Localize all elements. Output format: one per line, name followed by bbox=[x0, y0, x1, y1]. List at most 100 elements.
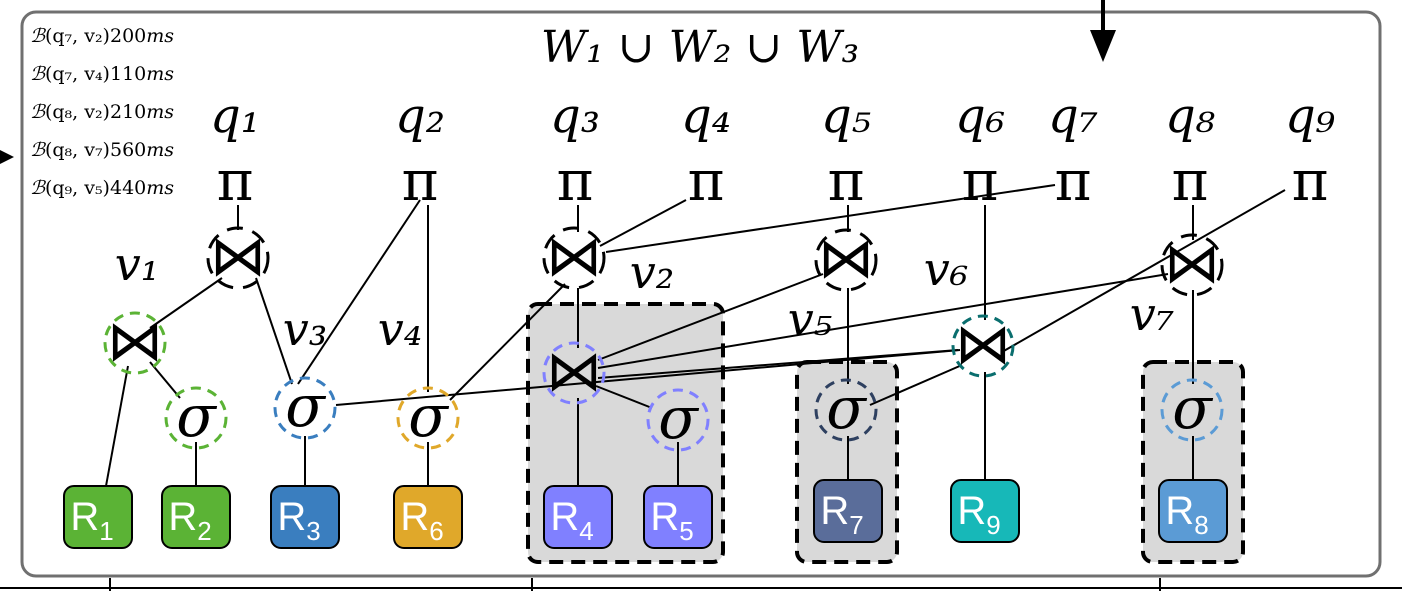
relation-box: R1 bbox=[63, 485, 133, 549]
projection-pi: π bbox=[828, 149, 865, 214]
selection-sigma: σ bbox=[826, 374, 867, 442]
incoming-arrow-left-head bbox=[0, 150, 14, 164]
benefit-args: (q₈, v₇) bbox=[45, 139, 110, 161]
benefit-fn: ℬ bbox=[30, 25, 47, 47]
base-relations: R1 R2 R3 R6 R4 R5 R7 R9 R8 bbox=[63, 479, 1228, 549]
relation-subscript: 7 bbox=[849, 510, 863, 540]
relation-subscript: 3 bbox=[306, 516, 320, 546]
query-label: q₂ bbox=[395, 88, 445, 144]
incoming-arrow-top-head bbox=[1090, 30, 1116, 62]
selection-sigma: σ bbox=[658, 384, 699, 452]
benefit-entry: ℬ(q₉, v₅)440ms bbox=[30, 177, 174, 199]
join-operators: ⋈ ⋈ ⋈ ⋈ ⋈ ⋈ ⋈ bbox=[107, 224, 1220, 404]
view-marker-circle bbox=[814, 228, 878, 292]
view-labels: v₁ v₂ v₃ v₄ v₅ v₆ v₇ bbox=[115, 237, 1174, 356]
benefit-unit: ms bbox=[146, 25, 174, 47]
view-label: v₇ bbox=[1130, 287, 1174, 341]
view-marker-circle bbox=[1160, 233, 1224, 297]
projection-pi: π bbox=[217, 149, 254, 214]
selection-sigma: σ bbox=[1172, 374, 1213, 442]
query-label: q₆ bbox=[955, 88, 1005, 144]
projection-pi: π bbox=[402, 149, 439, 214]
relation-letter: R bbox=[400, 495, 429, 539]
relation-label: R8 bbox=[1165, 489, 1208, 540]
relation-letter: R bbox=[70, 495, 99, 539]
relation-letter: R bbox=[820, 489, 849, 533]
benefit-unit: ms bbox=[146, 139, 174, 161]
join-operator: ⋈ bbox=[955, 312, 1011, 377]
projection-pi: π bbox=[1055, 149, 1092, 214]
benefit-value: 210 bbox=[110, 101, 146, 123]
join-operator: ⋈ bbox=[546, 224, 602, 289]
relation-box: R6 bbox=[393, 485, 463, 549]
benefit-entry: ℬ(q₈, v₇)560ms bbox=[30, 139, 174, 161]
relation-label: R6 bbox=[400, 495, 443, 546]
projection-pi: π bbox=[962, 149, 999, 214]
view-label: v₁ bbox=[115, 237, 159, 291]
view-marker-circle bbox=[814, 378, 878, 442]
relation-box: R9 bbox=[950, 479, 1020, 543]
selection-sigma: σ bbox=[285, 372, 326, 440]
relation-box: R7 bbox=[813, 479, 883, 543]
join-operator: ⋈ bbox=[1164, 231, 1220, 296]
benefit-args: (q₉, v₅) bbox=[45, 177, 110, 199]
join-operator: ⋈ bbox=[818, 226, 874, 291]
relation-label: R3 bbox=[277, 495, 320, 546]
query-label: q₁ bbox=[210, 88, 260, 144]
join-operator: ⋈ bbox=[546, 339, 602, 404]
relation-subscript: 2 bbox=[197, 516, 211, 546]
view-label: v₆ bbox=[924, 242, 968, 296]
view-label: v₂ bbox=[630, 245, 674, 299]
benefit-args: (q₇, v₂) bbox=[45, 25, 110, 47]
plan-edges bbox=[105, 184, 1286, 487]
benefit-fn: ℬ bbox=[30, 177, 47, 199]
relation-box: R2 bbox=[161, 485, 231, 549]
relation-letter: R bbox=[277, 495, 306, 539]
relation-label: R2 bbox=[168, 495, 211, 546]
query-label: q₃ bbox=[550, 88, 600, 144]
query-label: q₄ bbox=[681, 88, 731, 144]
relation-subscript: 8 bbox=[1194, 510, 1208, 540]
benefit-args: (q₇, v₄) bbox=[45, 63, 110, 85]
projection-pi: π bbox=[688, 149, 725, 214]
benefit-entry: ℬ(q₇, v₄)110ms bbox=[30, 63, 174, 85]
benefit-unit: ms bbox=[146, 177, 174, 199]
view-marker-circle bbox=[1160, 378, 1224, 442]
join-operator: ⋈ bbox=[107, 309, 163, 374]
projection-pi: π bbox=[557, 149, 594, 214]
benefit-value: 560 bbox=[110, 139, 146, 161]
benefit-fn: ℬ bbox=[30, 63, 47, 85]
view-marker-circle bbox=[273, 376, 337, 440]
relation-subscript: 9 bbox=[986, 510, 1000, 540]
relation-subscript: 5 bbox=[679, 516, 693, 546]
benefit-args: (q₈, v₂) bbox=[45, 101, 110, 123]
relation-letter: R bbox=[957, 489, 986, 533]
view-marker-circle bbox=[396, 386, 460, 450]
workload-frame bbox=[20, 10, 1382, 578]
view-marker-circle bbox=[206, 226, 270, 290]
relation-label: R9 bbox=[957, 489, 1000, 540]
selection-sigma: σ bbox=[176, 382, 217, 450]
selection-sigma: σ bbox=[408, 382, 449, 450]
query-label: q₅ bbox=[821, 88, 871, 144]
query-labels: q₁ q₂ q₃ q₄ q₅ q₆ q₇ q₈ q₉ bbox=[210, 88, 1336, 144]
relation-letter: R bbox=[650, 495, 679, 539]
benefit-value: 110 bbox=[110, 63, 146, 85]
relation-letter: R bbox=[550, 495, 579, 539]
relation-label: R5 bbox=[650, 495, 693, 546]
benefit-unit: ms bbox=[146, 63, 174, 85]
join-operator: ⋈ bbox=[210, 224, 266, 289]
relation-box: R5 bbox=[643, 485, 713, 549]
relation-subscript: 4 bbox=[579, 516, 593, 546]
view-label: v₃ bbox=[283, 302, 327, 356]
relation-box: R4 bbox=[543, 485, 613, 549]
view-marker-circle bbox=[646, 388, 710, 452]
projection-pi: π bbox=[1172, 149, 1209, 214]
diagram-title: W₁ ∪ W₂ ∪ W₃ bbox=[541, 22, 859, 73]
benefit-fn: ℬ bbox=[30, 101, 47, 123]
relation-subscript: 1 bbox=[99, 516, 113, 546]
query-label: q₇ bbox=[1048, 88, 1098, 144]
